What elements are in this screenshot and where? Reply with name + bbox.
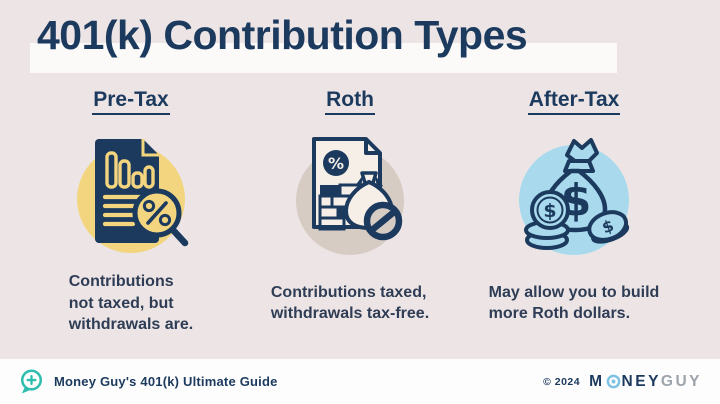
brand-o-icon [606, 374, 620, 389]
roth-heading: Roth [325, 88, 375, 116]
aftertax-desc-wrap: May allow you to build more Roth dollars… [489, 271, 660, 335]
title-highlight-band [30, 43, 617, 73]
pretax-icon-wrap [67, 127, 195, 255]
column-pretax: Pre-Tax [33, 88, 229, 335]
aftertax-icon-wrap: $ $ $ [510, 127, 638, 256]
column-aftertax: After-Tax $ $ $ [476, 88, 672, 335]
document-chart-magnifier-icon [77, 139, 189, 254]
chat-plus-icon [20, 369, 43, 394]
pretax-desc-wrap: Contributions not taxed, but withdrawals… [69, 271, 194, 335]
brand-letters-guy: GUY [660, 372, 702, 390]
footer-right: © 2024 M NEY GUY [543, 373, 702, 391]
moneyguy-logo: M NEY GUY [589, 373, 702, 391]
brand-letter-m: M [589, 372, 605, 390]
taxed-document-moneybag-icon: % [296, 137, 404, 256]
page-title: 401(k) Contribution Types [37, 12, 528, 58]
roth-description: Contributions taxed, withdrawals tax-fre… [270, 283, 430, 323]
footer-bar: Money Guy's 401(k) Ultimate Guide © 2024… [0, 359, 720, 404]
aftertax-description: May allow you to build more Roth dollars… [488, 283, 660, 323]
footer-left: Money Guy's 401(k) Ultimate Guide [18, 368, 278, 395]
brand-letters-ney: NEY [621, 372, 661, 390]
pretax-description: Contributions not taxed, but withdrawals… [68, 273, 194, 333]
roth-icon-wrap: % [286, 127, 414, 256]
svg-text:$: $ [543, 200, 556, 222]
svg-text:%: % [328, 154, 344, 173]
column-roth: Roth % [252, 88, 448, 335]
roth-desc-wrap: Contributions taxed, withdrawals tax-fre… [271, 271, 429, 335]
guide-label: Money Guy's 401(k) Ultimate Guide [54, 374, 278, 389]
aftertax-heading: After-Tax [527, 88, 621, 116]
moneybag-coins-icon: $ $ $ [519, 138, 630, 256]
pretax-heading: Pre-Tax [92, 88, 170, 116]
copyright-text: © 2024 [543, 375, 581, 388]
